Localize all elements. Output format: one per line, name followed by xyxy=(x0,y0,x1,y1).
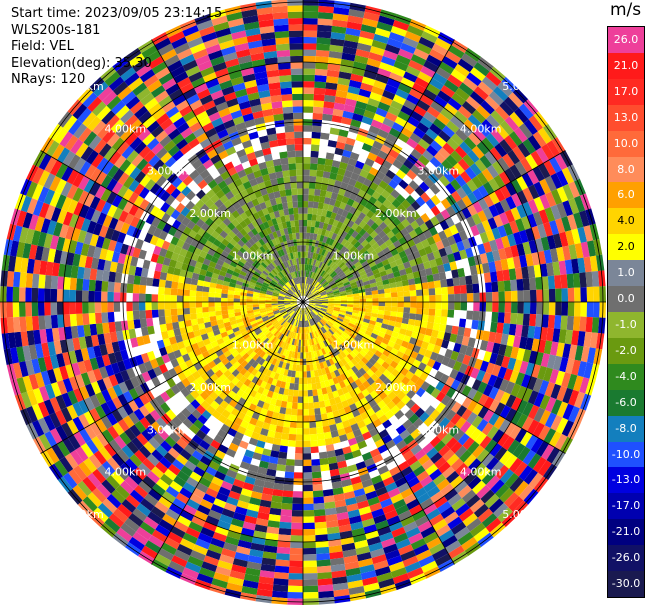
colorbar-segment xyxy=(608,260,644,287)
range-label: 2.00km xyxy=(189,207,231,220)
range-label: 3.00km xyxy=(417,423,459,436)
colorbar-segment xyxy=(608,78,644,106)
range-label: 3.00km xyxy=(147,165,189,178)
colorbar-label: 1.0 xyxy=(617,266,635,280)
colorbar-label: 6.0 xyxy=(617,188,635,202)
colorbar-label: -2.0 xyxy=(615,343,637,357)
colorbar-segment xyxy=(608,337,644,365)
colorbar-segment xyxy=(608,156,644,183)
azimuth-spoke xyxy=(302,301,455,565)
range-label: 1.00km xyxy=(232,250,274,263)
colorbar-segment xyxy=(608,467,644,494)
colorbar-label: 21.0 xyxy=(613,58,639,72)
colorbar-label: 10.0 xyxy=(613,136,639,150)
nrays-text: NRays: 120 xyxy=(11,72,86,87)
colorbar-segment xyxy=(608,545,644,572)
colorbar-segment xyxy=(608,312,644,339)
colorbar-segment xyxy=(608,519,644,546)
range-label: 5.00km xyxy=(62,508,104,521)
range-label: 5.00km xyxy=(502,80,544,93)
range-label: 4.00km xyxy=(460,122,502,135)
azimuth-spoke xyxy=(40,301,304,454)
colorbar-label: -13.0 xyxy=(611,473,641,487)
colorbar: 26.0 21.0 17.0 13.0 10.0 8.0 6.0 4.0 2.0 1.0 0.0 -1… xyxy=(607,26,645,598)
range-label: 4.00km xyxy=(105,466,147,479)
colorbar-label: -30.0 xyxy=(611,577,641,591)
radar-gates xyxy=(0,0,606,605)
colorbar-segment xyxy=(608,27,644,54)
range-label: 4.00km xyxy=(460,466,502,479)
colorbar-label: 0.0 xyxy=(617,292,635,306)
colorbar-label: -6.0 xyxy=(615,395,637,409)
range-label: 2.00km xyxy=(189,381,231,394)
elevation-text: Elevation(deg): 35.30 xyxy=(11,55,152,71)
colorbar-unit: m/s xyxy=(610,0,642,20)
range-label: 1.00km xyxy=(232,338,274,351)
field-text: Field: VEL xyxy=(11,39,74,54)
colorbar-label: -17.0 xyxy=(611,499,641,513)
colorbar-segment xyxy=(608,182,644,209)
colorbar-segment xyxy=(608,104,644,132)
azimuth-spoke xyxy=(302,150,566,303)
colorbar-label: -26.0 xyxy=(611,551,641,565)
azimuth-spoke xyxy=(151,301,304,565)
colorbar-segment xyxy=(608,208,644,235)
colorbar-label: -1.0 xyxy=(615,318,637,331)
range-label: 2.00km xyxy=(375,207,417,220)
colorbar-segment xyxy=(608,571,644,598)
colorbar-label: 26.0 xyxy=(613,33,639,46)
range-label: 2.00km xyxy=(375,381,417,394)
colorbar-label: -4.0 xyxy=(615,369,637,383)
colorbar-segment xyxy=(608,493,644,520)
range-label: 1.00km xyxy=(333,338,375,351)
range-label: 3.00km xyxy=(147,423,189,436)
colorbar-label: 13.0 xyxy=(613,110,639,124)
colorbar-label: -10.0 xyxy=(611,447,641,461)
range-label: 5.00km xyxy=(502,508,544,521)
azimuth-spoke xyxy=(302,301,566,454)
azimuth-spoke xyxy=(151,39,304,303)
colorbar-segment xyxy=(608,363,644,391)
colorbar-segment xyxy=(608,286,644,313)
colorbar-segment xyxy=(608,415,644,443)
station-text: WLS200s-181 xyxy=(11,22,101,38)
colorbar-segment xyxy=(608,389,644,417)
colorbar-label: -8.0 xyxy=(615,421,637,435)
colorbar-label: 4.0 xyxy=(617,214,635,228)
azimuth-spoke xyxy=(40,150,304,303)
colorbar-segment xyxy=(608,234,644,261)
colorbar-label: 17.0 xyxy=(613,84,639,98)
ppi-velocity-plot: 1.00km 1.00km 1.00km 1.00km 2.00km 2.00km 2.00… xyxy=(0,0,606,605)
range-label: 5.00km xyxy=(62,80,104,93)
range-label: 1.00km xyxy=(333,250,375,263)
colorbar-segment xyxy=(608,130,644,158)
range-label: 3.00km xyxy=(417,165,459,178)
colorbar-segment xyxy=(608,441,644,468)
start-time-text: Start time: 2023/09/05 23:14:15 xyxy=(11,6,223,21)
range-label: 4.00km xyxy=(105,122,147,135)
colorbar-label: -21.0 xyxy=(611,525,641,539)
colorbar-segment xyxy=(608,52,644,80)
colorbar-label: 8.0 xyxy=(617,162,635,176)
colorbar-label: 2.0 xyxy=(617,240,635,254)
scan-info: Start time: 2023/09/05 23:14:15 WLS200s-… xyxy=(11,6,222,89)
azimuth-spoke xyxy=(302,39,455,303)
